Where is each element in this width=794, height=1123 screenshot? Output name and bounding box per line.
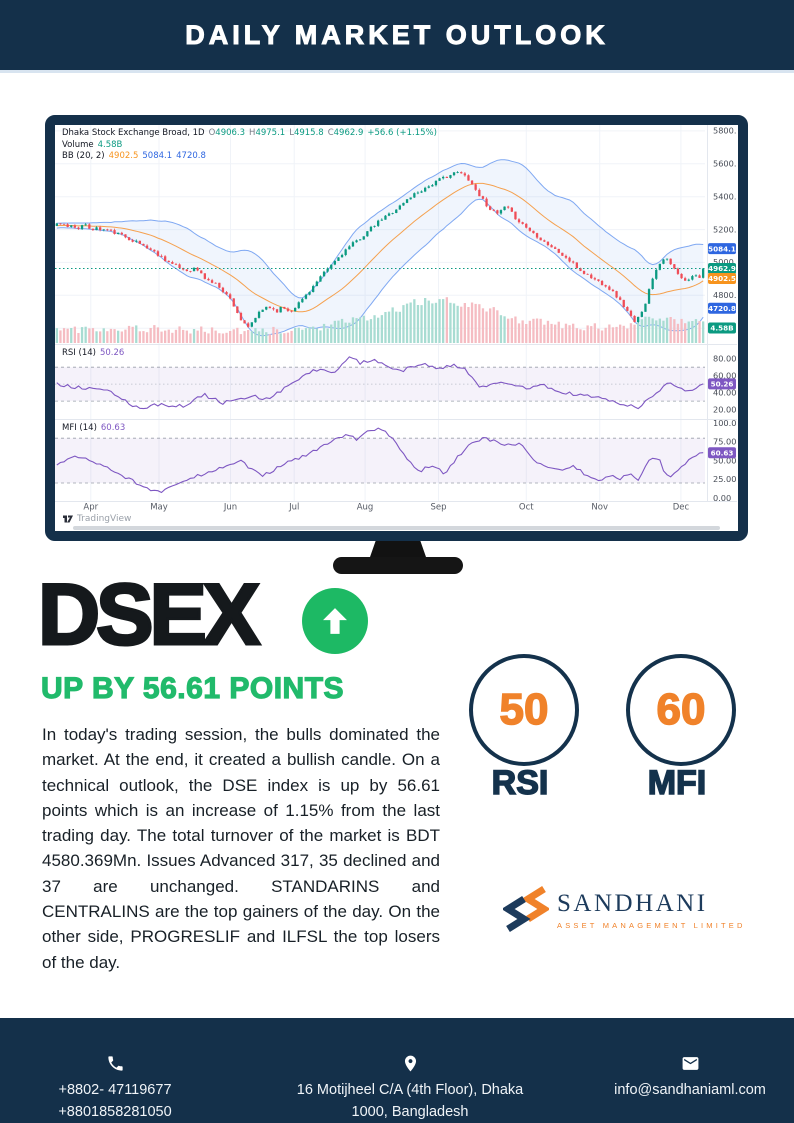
svg-text:40.00: 40.00 — [713, 387, 736, 397]
svg-text:Jun: Jun — [223, 503, 237, 513]
location-pin-icon — [404, 1055, 416, 1072]
index-name-heading: DSEX — [36, 567, 261, 663]
svg-text:4902.5: 4902.5 — [708, 274, 736, 283]
tradingview-attribution: TradingView — [62, 514, 131, 524]
svg-text:Dec: Dec — [673, 503, 690, 513]
svg-text:50.26: 50.26 — [711, 380, 734, 389]
svg-text:5084.1: 5084.1 — [708, 244, 736, 253]
svg-text:5800.0: 5800.0 — [713, 126, 737, 136]
svg-text:Oct: Oct — [519, 503, 534, 513]
footer-address-1: 16 Motijheel C/A (4th Floor), Dhaka — [296, 1082, 524, 1098]
up-arrow-icon — [323, 608, 347, 634]
svg-text:50.00: 50.00 — [713, 455, 736, 465]
svg-text:Aug: Aug — [357, 503, 374, 513]
footer-address-block: 16 Motijheel C/A (4th Floor), Dhaka 1000… — [250, 1054, 570, 1123]
mfi-gauge-label: MFI — [647, 763, 707, 803]
brand-logo: SANDHANI ASSET MANAGEMENT LIMITED — [503, 882, 746, 936]
footer-address-2: 1000, Bangladesh — [351, 1104, 469, 1120]
mfi-pane-legend: MFI (14) 60.63 — [62, 423, 126, 433]
candlestick-chart-canvas: 5800.05600.05400.05200.05000.04800.04600… — [55, 125, 742, 513]
svg-text:5400.0: 5400.0 — [713, 191, 737, 201]
svg-text:80.00: 80.00 — [713, 354, 736, 364]
svg-text:4962.9: 4962.9 — [708, 264, 736, 273]
svg-text:100.00: 100.00 — [713, 418, 737, 428]
rsi-gauge: 50 — [469, 654, 579, 766]
monitor-bottom-strip — [73, 526, 720, 530]
svg-text:5000.0: 5000.0 — [713, 257, 737, 267]
up-arrow-badge — [302, 588, 368, 654]
svg-text:4.58B: 4.58B — [710, 324, 733, 333]
rsi-pane-legend: RSI (14) 50.26 — [62, 348, 125, 358]
rsi-gauge-value: 50 — [499, 684, 549, 735]
svg-text:May: May — [150, 503, 168, 513]
chart-legend: Dhaka Stock Exchange Broad, 1D O4906.3 H49… — [62, 128, 437, 163]
change-value: +56.6 (+1.15%) — [367, 128, 437, 138]
page-title: DAILY MARKET OUTLOOK — [185, 19, 609, 50]
svg-text:60.00: 60.00 — [713, 370, 736, 380]
svg-text:25.00: 25.00 — [713, 474, 736, 484]
phone-icon — [107, 1056, 123, 1071]
svg-text:20.00: 20.00 — [713, 404, 736, 414]
chart-legend-row-symbol: Dhaka Stock Exchange Broad, 1D O4906.3 H49… — [62, 128, 437, 138]
rsi-gauge-label: RSI — [491, 763, 549, 803]
svg-text:Sep: Sep — [430, 503, 446, 513]
svg-text:5600.0: 5600.0 — [713, 159, 737, 169]
monitor-stand-neck — [370, 541, 426, 557]
market-summary-text: In today's trading session, the bulls do… — [42, 725, 440, 972]
brand-name: SANDHANI — [557, 890, 708, 917]
monitor-frame: 5800.05600.05400.05200.05000.04800.04600… — [45, 115, 748, 541]
monitor-stand-base — [333, 557, 463, 574]
mfi-gauge: 60 — [626, 654, 736, 766]
symbol-name: Dhaka Stock Exchange Broad, 1D — [62, 128, 205, 138]
svg-text:0.00: 0.00 — [713, 493, 731, 503]
tradingview-logo-icon — [63, 515, 73, 523]
svg-text:4720.8: 4720.8 — [708, 304, 736, 313]
chart-legend-row-volume: Volume 4.58B — [62, 139, 123, 150]
svg-text:Jul: Jul — [288, 503, 299, 513]
svg-text:Apr: Apr — [83, 503, 98, 513]
headline-subtitle: UP BY 56.61 POINTS — [40, 671, 345, 705]
brand-tagline: ASSET MANAGEMENT LIMITED — [557, 921, 746, 930]
brand-text: SANDHANI ASSET MANAGEMENT LIMITED — [557, 882, 746, 930]
svg-text:4800.0: 4800.0 — [713, 290, 737, 300]
svg-text:5200.0: 5200.0 — [713, 224, 737, 234]
footer-phone-2: +8801858281050 — [58, 1104, 172, 1120]
email-icon — [682, 1057, 698, 1070]
header-banner: DAILY MARKET OUTLOOK — [0, 0, 794, 73]
footer-phone-block: +8802- 47119677 +8801858281050 — [20, 1054, 210, 1123]
footer-email-block: info@sandhaniaml.com — [600, 1054, 780, 1101]
sandhani-logo-icon — [503, 886, 549, 932]
tradingview-chart: 5800.05600.05400.05200.05000.04800.04600… — [55, 125, 742, 528]
mfi-gauge-value: 60 — [656, 684, 706, 735]
svg-text:Nov: Nov — [591, 503, 608, 513]
chart-legend-row-bb: BB (20, 2) 4902.5 5084.1 4720.8 — [62, 151, 206, 161]
svg-text:75.00: 75.00 — [713, 437, 736, 447]
svg-text:60.63: 60.63 — [711, 448, 734, 457]
footer-phone-1: +8802- 47119677 — [58, 1082, 172, 1098]
footer: +8802- 47119677 +8801858281050 16 Motijh… — [0, 1018, 794, 1123]
footer-email: info@sandhaniaml.com — [614, 1082, 766, 1098]
